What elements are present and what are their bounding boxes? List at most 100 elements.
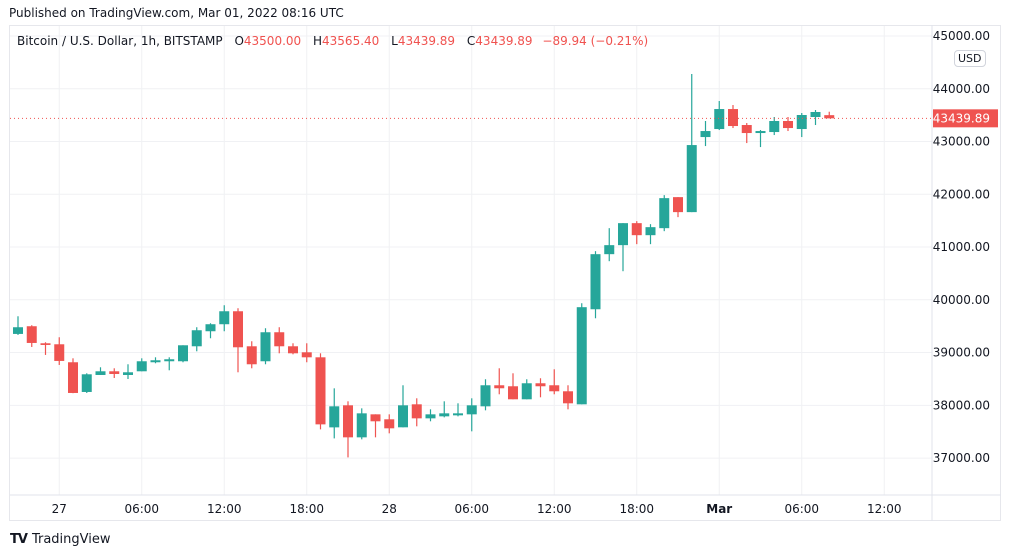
- candle-body: [81, 374, 92, 392]
- candle-body: [521, 383, 532, 400]
- candle-body: [549, 385, 560, 392]
- price-tick-label: 44000.00: [933, 82, 990, 96]
- candle-body: [563, 391, 573, 404]
- candle-body: [411, 404, 422, 419]
- high-value: 43565.40: [322, 34, 380, 48]
- candle-body: [136, 361, 147, 372]
- candle-body: [796, 114, 807, 130]
- candle-body: [178, 345, 188, 362]
- candle-body: [288, 346, 298, 354]
- price-tick-label: 38000.00: [933, 398, 990, 412]
- candle-body: [466, 405, 477, 415]
- candle-body: [343, 405, 353, 438]
- candle-body: [480, 385, 491, 407]
- price-tick-label: 45000.00: [933, 29, 990, 43]
- candle-body: [233, 311, 243, 348]
- candle-body: [329, 406, 340, 428]
- candle-body: [453, 413, 463, 416]
- tradingview-logo-icon: TV: [10, 532, 28, 547]
- open-label: O: [234, 34, 244, 48]
- candle-body: [398, 405, 408, 428]
- brand-name: TradingView: [31, 532, 111, 547]
- candle-body: [700, 131, 711, 138]
- candle-body: [741, 125, 752, 134]
- currency-badge[interactable]: USD: [954, 50, 986, 67]
- last-price-tag: [933, 109, 998, 128]
- candle-body: [246, 346, 257, 365]
- candle-body: [769, 121, 780, 133]
- candle-body: [425, 414, 436, 419]
- price-tick-label: 40000.00: [933, 293, 990, 307]
- candle-body: [673, 197, 683, 213]
- candle-body: [13, 327, 23, 334]
- last-price-label: 43439.89: [933, 111, 990, 125]
- ohlc-legend: Bitcoin / U.S. Dollar, 1h, BITSTAMP O435…: [17, 34, 648, 48]
- candle-body: [150, 360, 161, 363]
- candle-body: [370, 414, 381, 422]
- candle-body: [686, 145, 697, 213]
- candle-body: [714, 109, 725, 130]
- time-tick-label: 06:00: [124, 502, 159, 516]
- candle-body: [95, 371, 106, 375]
- price-tick-label: 39000.00: [933, 346, 990, 360]
- chart-frame: [9, 25, 1001, 521]
- time-tick-label: 12:00: [207, 502, 242, 516]
- candle-body: [123, 372, 133, 375]
- candle-body: [109, 371, 120, 374]
- candle-body: [164, 359, 175, 362]
- price-tick-label: 41000.00: [933, 240, 990, 254]
- candle-body: [604, 245, 615, 255]
- candle-body: [631, 223, 642, 236]
- candle-body: [508, 386, 518, 400]
- published-caption: Published on TradingView.com, Mar 01, 20…: [9, 6, 344, 20]
- open-value: 43500.00: [243, 34, 302, 48]
- change-value: −89.94 (−0.21%): [542, 34, 649, 48]
- candle-body: [755, 131, 766, 134]
- candle-body: [535, 383, 546, 387]
- candle-body: [494, 385, 505, 389]
- time-tick-label: 18:00: [619, 502, 654, 516]
- candle-body: [219, 311, 230, 325]
- candle-body: [191, 330, 202, 347]
- candle-body: [783, 121, 793, 129]
- candle-body: [659, 198, 670, 229]
- time-tick-label: 28: [382, 502, 397, 516]
- time-tick-label: 12:00: [867, 502, 902, 516]
- time-tick-label: 27: [52, 502, 67, 516]
- time-tick-label: 06:00: [784, 502, 819, 516]
- candle-body: [315, 357, 326, 425]
- close-label: C: [466, 34, 476, 48]
- candle-body: [274, 332, 285, 347]
- candle-body: [301, 352, 312, 358]
- candle-body: [40, 343, 51, 345]
- candle-body: [26, 326, 37, 343]
- candle-body: [260, 332, 271, 362]
- candle-body: [205, 324, 216, 332]
- symbol-title[interactable]: Bitcoin / U.S. Dollar, 1h, BITSTAMP: [17, 34, 223, 48]
- price-tick-label: 43000.00: [933, 135, 990, 149]
- candle-body: [618, 223, 628, 246]
- candle-body: [590, 254, 601, 310]
- close-value: 43439.89: [475, 34, 533, 48]
- time-tick-label: 18:00: [289, 502, 324, 516]
- time-tick-label: 06:00: [454, 502, 489, 516]
- footer-brand[interactable]: TV TradingView: [10, 532, 110, 547]
- low-label: L: [391, 34, 398, 48]
- candle-body: [824, 115, 835, 119]
- candle-body: [728, 109, 738, 127]
- low-value: 43439.89: [397, 34, 456, 48]
- candle-body: [810, 111, 821, 118]
- candle-body: [645, 227, 656, 236]
- candle-body: [439, 413, 450, 417]
- time-tick-label: Mar: [706, 502, 732, 516]
- high-label: H: [313, 34, 323, 48]
- candle-body: [356, 413, 367, 438]
- candle-body: [384, 419, 395, 429]
- candle-body: [576, 307, 587, 405]
- time-tick-label: 12:00: [537, 502, 572, 516]
- price-tick-label: 42000.00: [933, 187, 990, 201]
- price-tick-label: 37000.00: [933, 451, 990, 465]
- candle-body: [54, 344, 65, 361]
- candle-body: [68, 362, 78, 393]
